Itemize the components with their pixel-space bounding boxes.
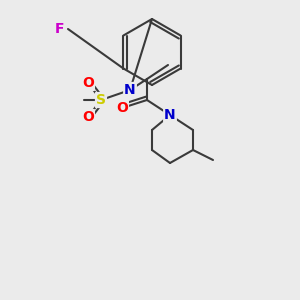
Text: N: N [164, 108, 176, 122]
Text: N: N [124, 83, 136, 97]
Text: S: S [96, 93, 106, 107]
Text: O: O [82, 76, 94, 90]
Text: F: F [55, 22, 65, 36]
Text: O: O [116, 101, 128, 115]
Text: O: O [82, 110, 94, 124]
